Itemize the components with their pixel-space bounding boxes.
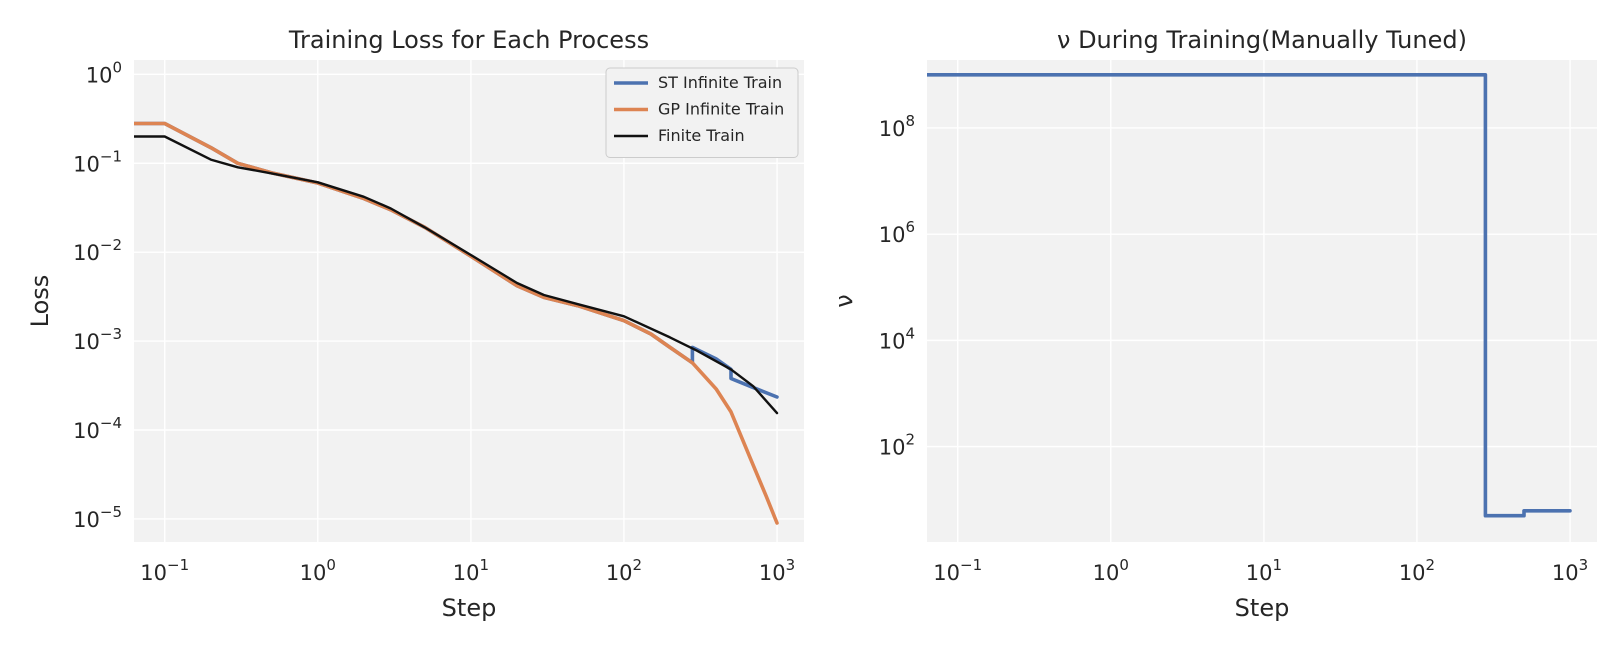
- x-tick-label: 100: [300, 556, 336, 585]
- x-tick-label: 100: [1093, 556, 1129, 585]
- series-line-1: [927, 73, 1572, 518]
- y-axis-label: Loss: [26, 275, 54, 328]
- x-tick-label-base: 10: [1093, 561, 1120, 585]
- x-tick-label-exponent: 1: [1272, 556, 1282, 574]
- y-tick-label-exponent: −5: [100, 503, 122, 521]
- y-tick-label: 104: [879, 324, 915, 353]
- y-tick-label-base: 10: [879, 117, 906, 141]
- training-loss-chart: 10−1 100 101 102 10310−510−410−310−210−1100T…: [26, 26, 804, 622]
- series-line-3: [134, 135, 779, 415]
- y-tick-label: 100: [86, 58, 122, 87]
- x-tick-label-exponent: 1: [479, 556, 489, 574]
- y-tick-label-exponent: −1: [100, 147, 122, 165]
- x-tick-label-base: 10: [1246, 561, 1273, 585]
- y-tick-label: 10−3: [73, 325, 122, 354]
- y-tick-label: 102: [879, 431, 915, 460]
- chart-title: Training Loss for Each Process: [288, 26, 649, 54]
- x-tick-label: 10−1: [933, 556, 982, 585]
- legend-box: [605, 67, 799, 158]
- y-tick-label-base: 10: [73, 241, 100, 265]
- y-tick-label: 10−2: [73, 236, 122, 265]
- chart-title: ν During Training(Manually Tuned): [1057, 26, 1467, 54]
- x-tick-label-exponent: 2: [633, 556, 643, 574]
- legend-entry: GP Infinite Train: [658, 100, 784, 119]
- x-tick-label: 10−1: [140, 556, 189, 585]
- x-tick-label-exponent: 0: [1119, 556, 1129, 574]
- x-tick-label-exponent: 0: [326, 556, 336, 574]
- x-tick-label-base: 10: [759, 561, 786, 585]
- y-tick-label-base: 10: [879, 329, 906, 353]
- y-tick-label-exponent: −4: [100, 414, 122, 432]
- y-tick-label-exponent: −3: [100, 325, 122, 343]
- y-tick-label: 106: [879, 218, 915, 247]
- y-tick-label-base: 10: [73, 508, 100, 532]
- x-tick-label: 102: [606, 556, 642, 585]
- x-tick-label: 101: [453, 556, 489, 585]
- y-tick-label-exponent: −2: [100, 236, 122, 254]
- y-axis-label: ν: [830, 294, 858, 307]
- x-tick-label-base: 10: [300, 561, 327, 585]
- y-tick-label-exponent: 0: [112, 58, 122, 76]
- y-tick-label-base: 10: [73, 419, 100, 443]
- x-tick-label: 102: [1399, 556, 1435, 585]
- x-tick-label: 101: [1246, 556, 1282, 585]
- x-tick-label-base: 10: [453, 561, 480, 585]
- x-tick-label-base: 10: [1552, 561, 1579, 585]
- x-axis-label: Step: [1235, 594, 1290, 622]
- y-tick-label: 108: [879, 112, 915, 141]
- y-tick-label-base: 10: [73, 152, 100, 176]
- x-tick-label-exponent: −1: [960, 556, 982, 574]
- x-axis-label: Step: [442, 594, 497, 622]
- y-tick-label: 10−1: [73, 147, 122, 176]
- y-tick-label-base: 10: [879, 436, 906, 460]
- x-tick-label-base: 10: [1399, 561, 1426, 585]
- y-tick-label-base: 10: [86, 63, 113, 87]
- x-tick-label-exponent: 2: [1426, 556, 1436, 574]
- legend-entry: ST Infinite Train: [658, 73, 782, 92]
- legend-entry: Finite Train: [658, 126, 745, 145]
- legend: ST Infinite Train GP Infinite Train Finite…: [605, 67, 799, 158]
- x-tick-label: 103: [759, 556, 795, 585]
- y-tick-label-base: 10: [73, 330, 100, 354]
- y-tick-label-exponent: 6: [905, 218, 915, 236]
- x-tick-label-exponent: 3: [1579, 556, 1589, 574]
- series-line-2: [134, 121, 779, 525]
- y-tick-label: 10−4: [73, 414, 122, 443]
- y-tick-label: 10−5: [73, 503, 122, 532]
- x-tick-label-exponent: 3: [786, 556, 796, 574]
- y-tick-label-exponent: 4: [905, 324, 915, 342]
- y-tick-label-exponent: 8: [905, 112, 915, 130]
- y-tick-label-base: 10: [879, 223, 906, 247]
- x-tick-label-exponent: −1: [167, 556, 189, 574]
- x-tick-label-base: 10: [140, 561, 167, 585]
- x-tick-label-base: 10: [606, 561, 633, 585]
- y-tick-label-exponent: 2: [905, 431, 915, 449]
- plot-area: [927, 60, 1597, 542]
- x-tick-label: 103: [1552, 556, 1588, 585]
- x-tick-label-base: 10: [933, 561, 960, 585]
